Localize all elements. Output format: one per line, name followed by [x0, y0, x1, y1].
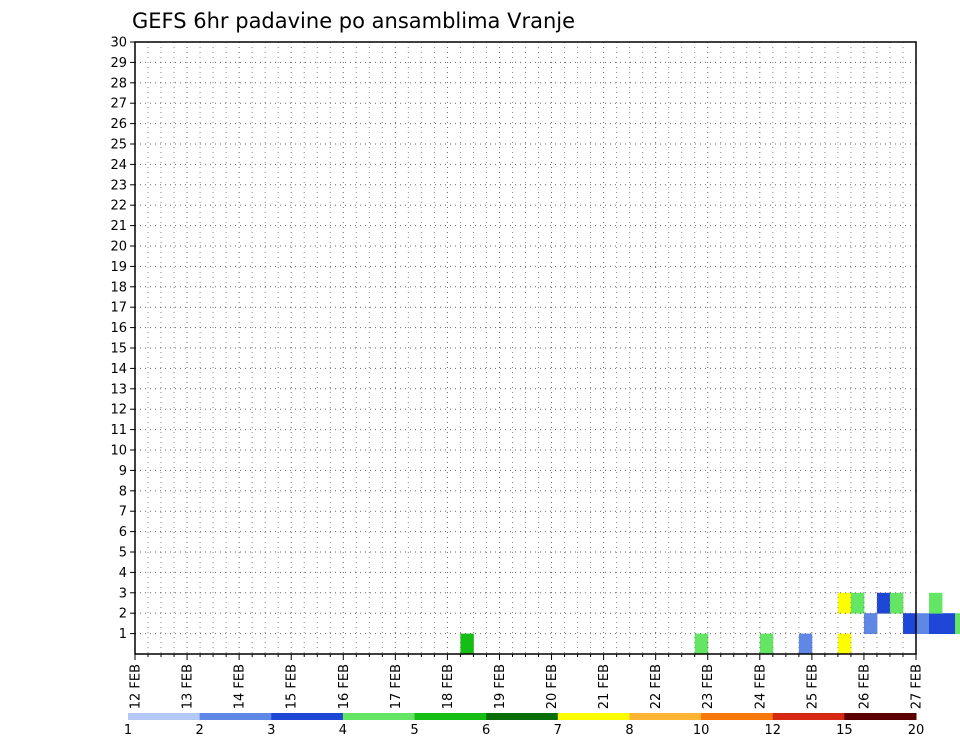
colorbar-swatch [629, 713, 702, 720]
heatmap-cell [929, 613, 943, 634]
y-tick-label: 25 [110, 138, 127, 153]
y-tick-label: 4 [119, 566, 127, 581]
y-axis: 1234567891011121314151617181920212223242… [110, 36, 135, 642]
colorbar-swatch [128, 713, 201, 720]
heatmap-cell [889, 592, 904, 614]
heatmap-cell [902, 613, 917, 634]
y-tick-label: 19 [110, 260, 127, 275]
colorbar-tick-label: 15 [836, 723, 853, 738]
heatmap-cell [850, 592, 865, 614]
x-tick-label: 16 FEB [337, 664, 352, 709]
y-tick-label: 20 [110, 240, 127, 255]
y-tick-label: 16 [110, 321, 127, 336]
heatmap-cell [798, 633, 813, 655]
heatmap-cell [837, 592, 852, 614]
y-tick-label: 27 [110, 97, 127, 112]
chart-title: GEFS 6hr padavine po ansamblima Vranje [132, 9, 575, 33]
heatmap-cell [942, 613, 956, 634]
colorbar-tick-label: 6 [482, 723, 490, 738]
colorbar-tick-label: 12 [764, 723, 781, 738]
colorbar-tick-label: 8 [625, 723, 633, 738]
x-tick-label: 14 FEB [233, 664, 248, 709]
grid-lines [134, 41, 917, 654]
colorbar-swatch [772, 713, 845, 720]
y-tick-label: 21 [110, 219, 127, 234]
colorbar-tick-label: 20 [908, 723, 925, 738]
colorbar-tick-label: 4 [339, 723, 347, 738]
y-tick-label: 26 [110, 117, 127, 132]
heatmap-cell [460, 633, 474, 655]
y-tick-label: 12 [110, 403, 127, 418]
y-tick-label: 23 [110, 178, 127, 193]
heatmap-cell [759, 633, 774, 655]
x-axis: 12 FEB 13 FEB 14 FEB 15 FEB 16 FEB 17 FEB 18 F… [129, 654, 925, 709]
y-tick-label: 24 [110, 158, 127, 173]
x-tick-label: 18 FEB [441, 664, 456, 709]
colorbar-swatch [844, 713, 917, 720]
heatmap-cell [694, 633, 709, 655]
heatmap-cell [863, 613, 878, 634]
y-tick-label: 9 [119, 464, 127, 479]
x-tick-label: 24 FEB [753, 664, 768, 709]
heatmap-cell [876, 592, 891, 614]
y-tick-label: 18 [110, 280, 127, 295]
colorbar-swatch [557, 713, 630, 720]
x-tick-label: 21 FEB [597, 664, 612, 709]
y-tick-label: 29 [110, 56, 127, 71]
colorbar-swatch [199, 713, 272, 720]
y-tick-label: 5 [119, 546, 127, 561]
colorbar-swatch [701, 713, 774, 720]
y-tick-label: 7 [119, 505, 127, 520]
y-tick-label: 30 [110, 36, 127, 51]
colorbar-swatch [271, 713, 344, 720]
colorbar-tick-label: 7 [554, 723, 562, 738]
y-tick-label: 1 [119, 627, 127, 642]
y-tick-label: 14 [110, 362, 127, 377]
x-tick-label: 15 FEB [285, 664, 300, 709]
x-tick-label: 26 FEB [857, 664, 872, 709]
heatmap-cell [955, 613, 960, 634]
x-tick-label: 19 FEB [493, 664, 508, 709]
x-tick-label: 17 FEB [389, 664, 404, 709]
y-tick-label: 6 [119, 525, 127, 540]
colorbar-tick-label: 10 [693, 723, 710, 738]
y-tick-label: 10 [110, 444, 127, 459]
colorbar-tick-label: 5 [410, 723, 418, 738]
colorbar: 1 2 3 4 5 6 7 8 10 12 15 20 [124, 713, 924, 738]
y-tick-label: 3 [119, 586, 127, 601]
colorbar-tick-label: 1 [124, 723, 132, 738]
colorbar-swatch [342, 713, 416, 720]
y-tick-label: 22 [110, 199, 127, 214]
x-tick-label: 20 FEB [545, 664, 560, 709]
y-tick-label: 11 [110, 423, 127, 438]
colorbar-swatch [486, 713, 559, 720]
y-tick-label: 2 [119, 607, 127, 622]
y-tick-label: 15 [110, 342, 127, 357]
colorbar-tick-label: 2 [195, 723, 203, 738]
x-tick-label: 22 FEB [649, 664, 664, 709]
colorbar-swatch [414, 713, 487, 720]
y-tick-label: 28 [110, 76, 127, 91]
x-tick-label: 12 FEB [129, 664, 144, 709]
colorbar-tick-label: 3 [267, 723, 275, 738]
y-tick-label: 8 [119, 484, 127, 499]
heatmap-cells [460, 592, 960, 655]
heatmap-cell [837, 633, 852, 655]
x-tick-label: 25 FEB [805, 664, 820, 709]
heatmap-cell [929, 592, 943, 614]
heatmap-cell [916, 613, 930, 634]
x-tick-label: 23 FEB [701, 664, 716, 709]
y-tick-label: 13 [110, 382, 127, 397]
x-tick-label: 27 FEB [910, 664, 925, 709]
x-tick-label: 13 FEB [181, 664, 196, 709]
y-tick-label: 17 [110, 301, 127, 316]
